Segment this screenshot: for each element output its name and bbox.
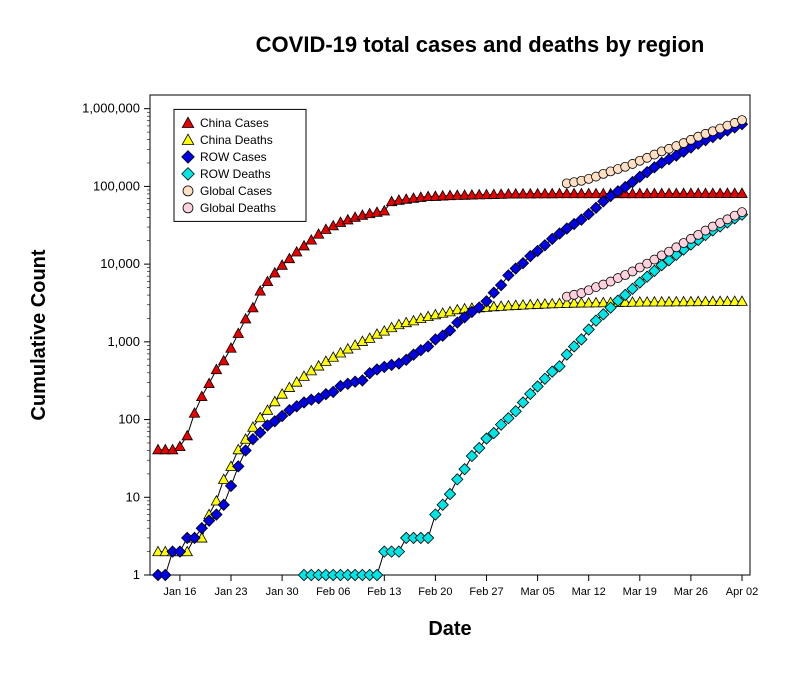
marker [175, 441, 185, 450]
x-tick-label: Mar 19 [623, 586, 657, 598]
marker [255, 286, 265, 295]
series-global-deaths [562, 208, 746, 301]
marker [219, 356, 229, 365]
marker [248, 303, 258, 312]
marker [737, 296, 747, 305]
marker [738, 116, 747, 125]
marker [183, 186, 193, 196]
marker [583, 324, 594, 335]
marker [204, 378, 214, 387]
marker [248, 422, 258, 431]
legend-label: China Deaths [200, 133, 273, 147]
marker [379, 206, 389, 215]
marker [183, 203, 193, 213]
x-axis-label: Date [428, 618, 471, 640]
marker [160, 569, 171, 580]
x-tick-label: Feb 06 [316, 586, 350, 598]
marker [189, 408, 199, 417]
x-tick-label: Mar 12 [572, 586, 606, 598]
marker [182, 431, 192, 440]
legend-label: ROW Cases [200, 150, 267, 164]
y-tick-label: 1,000,000 [82, 101, 140, 116]
x-tick-label: Mar 26 [674, 586, 708, 598]
marker [197, 391, 207, 400]
legend-label: China Cases [200, 116, 269, 130]
x-tick-label: Mar 05 [520, 586, 554, 598]
y-tick-label: 100,000 [93, 178, 140, 193]
marker [452, 474, 463, 485]
x-tick-label: Jan 23 [214, 586, 247, 598]
y-axis-label: Cumulative Count [28, 249, 50, 420]
marker [430, 509, 441, 520]
series-line [158, 301, 742, 551]
chart-container: COVID-19 total cases and deaths by regio… [0, 0, 800, 700]
y-tick-label: 1,000 [107, 334, 140, 349]
marker [233, 328, 243, 337]
marker [459, 464, 470, 475]
y-tick-label: 1 [133, 567, 140, 582]
marker [437, 499, 448, 510]
marker [218, 499, 229, 510]
y-tick-label: 10 [126, 489, 140, 504]
marker [240, 314, 250, 323]
y-tick-label: 10,000 [100, 256, 140, 271]
marker [393, 546, 404, 557]
x-tick-label: Jan 16 [163, 586, 196, 598]
marker [226, 343, 236, 352]
y-tick-label: 100 [118, 412, 140, 427]
x-tick-label: Jan 30 [266, 586, 299, 598]
series-china-cases [153, 188, 747, 454]
legend: China Cases China Deaths ROW Cases ROW Deat… [174, 109, 306, 221]
marker [371, 569, 382, 580]
marker [738, 208, 747, 217]
marker [444, 488, 455, 499]
marker [219, 474, 229, 483]
x-tick-label: Apr 02 [726, 586, 758, 598]
series-global-cases [562, 116, 746, 188]
chart-title: COVID-19 total cases and deaths by regio… [256, 32, 705, 57]
legend-label: ROW Deaths [200, 167, 271, 181]
x-tick-label: Feb 27 [469, 586, 503, 598]
x-tick-label: Feb 20 [418, 586, 452, 598]
marker [737, 188, 747, 197]
legend-label: Global Deaths [200, 201, 276, 215]
chart-svg: COVID-19 total cases and deaths by regio… [0, 0, 800, 700]
marker [240, 445, 251, 456]
legend-label: Global Cases [200, 184, 272, 198]
x-tick-label: Feb 13 [367, 586, 401, 598]
marker [422, 532, 433, 543]
